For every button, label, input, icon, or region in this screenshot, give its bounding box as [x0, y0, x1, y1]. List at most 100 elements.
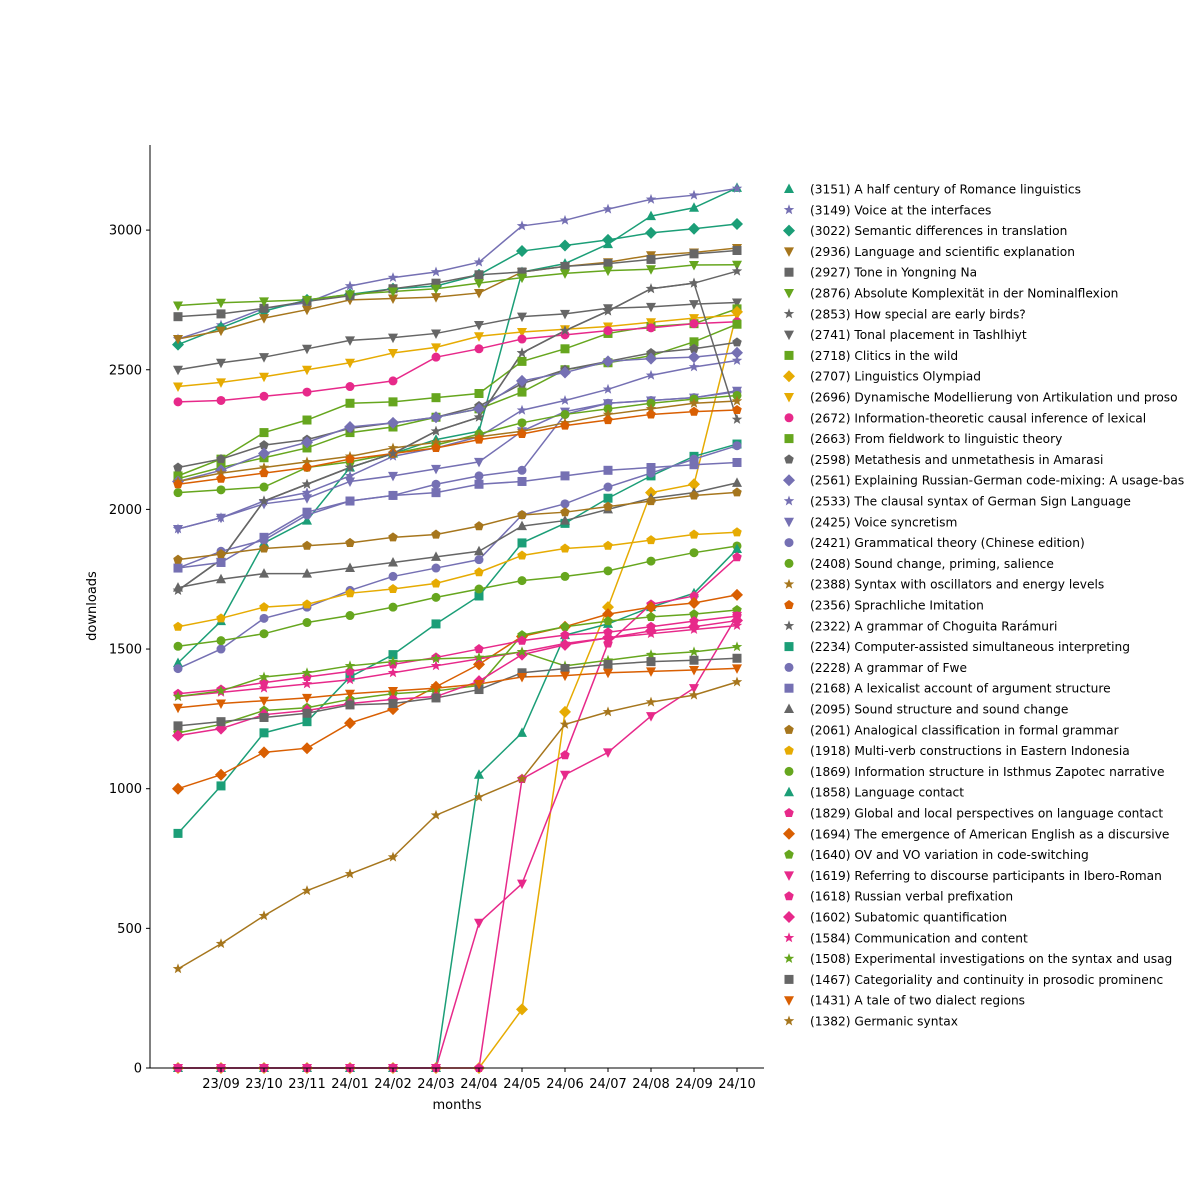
data-point-analogical-classification-in-formal-gram-1 [216, 549, 226, 559]
x-tick-label: 24/04 [460, 1077, 497, 1092]
data-point-tonal-placement-in-tashlhiyt-4 [345, 336, 355, 346]
data-point-sound-structure-and-sound-change-13 [732, 477, 742, 487]
data-point-absolute-komplexit-t-in-der-nominalflexi-4 [345, 290, 355, 300]
data-point-a-grammar-of-choguita-rar-muri-9 [559, 325, 571, 336]
data-point-computer-assisted-simultaneous-interpret-6 [431, 619, 441, 629]
data-point-the-clausal-syntax-of-german-sign-langua-11 [645, 369, 657, 380]
legend-item: (1508) Experimental investigations on th… [783, 952, 1172, 966]
data-point-sprachliche-imitation-10 [603, 415, 613, 425]
legend-marker [784, 871, 794, 881]
data-point-ov-and-vo-variation-in-code-switching-10 [603, 616, 613, 626]
data-point-syntax-with-oscillators-and-energy-level-5 [387, 442, 399, 453]
data-point-a-grammar-of-fwe-9 [560, 499, 570, 509]
data-point-analogical-classification-in-formal-gram-5 [388, 532, 398, 542]
legend-item: (1619) Referring to discourse participan… [784, 869, 1162, 883]
legend-item: (2672) Information-theoretic causal infe… [784, 411, 1146, 425]
data-point-sound-change-priming-salience-11 [646, 398, 656, 408]
data-point-categoriality-and-continuity-in-prosodic-1 [216, 717, 226, 727]
data-point-analogical-classification-in-formal-gram-4 [345, 537, 355, 547]
data-point-syntax-with-oscillators-and-energy-level-13 [731, 395, 743, 406]
data-point-the-emergence-of-american-english-as-a-d-13 [731, 588, 743, 601]
data-point-syntax-with-oscillators-and-energy-level-11 [645, 403, 657, 414]
series-line-language-and-scientific-explanation [177, 247, 738, 340]
data-point-sound-change-priming-salience-9 [560, 409, 570, 419]
data-point-a-lexicalist-account-of-argument-structu-6 [431, 488, 441, 498]
legend-marker [783, 308, 795, 319]
data-point-tonal-placement-in-tashlhiyt-7 [474, 321, 484, 331]
series-line-absolute-komplexit-t-in-der-nominalflexi [177, 263, 738, 307]
data-point-absolute-komplexit-t-in-der-nominalflexi-0 [173, 301, 183, 312]
data-point-computer-assisted-simultaneous-interpret-7 [474, 591, 484, 601]
data-point-tone-in-yongning-na-1 [216, 309, 226, 319]
data-point-sound-change-priming-salience-2 [259, 482, 269, 492]
data-point-metathesis-and-unmetathesis-in-amarasi-1 [216, 454, 226, 464]
data-point-a-lexicalist-account-of-argument-structu-13 [732, 457, 742, 467]
data-point-a-lexicalist-account-of-argument-structu-0 [173, 563, 183, 573]
data-point-information-theoretic-causal-inference-o-5 [388, 376, 398, 386]
legend-marker [784, 683, 794, 693]
legend-label: (2095) Sound structure and sound change [810, 703, 1068, 717]
data-point-grammatical-theory-chinese-edition-8 [517, 465, 527, 475]
legend-marker [784, 393, 794, 403]
legend-label: (2061) Analogical classification in form… [810, 723, 1120, 737]
data-point-the-emergence-of-american-english-as-a-d-10 [602, 608, 614, 621]
data-point-dynamische-modellierung-von-artikulation-6 [431, 343, 441, 353]
series-line-the-clausal-syntax-of-german-sign-langua [177, 359, 738, 530]
data-point-sprachliche-imitation-12 [689, 406, 699, 416]
data-point-referring-to-discourse-participants-in-i-8 [517, 879, 527, 890]
data-point-voice-at-the-interfaces-8 [516, 220, 528, 231]
data-point-analogical-classification-in-formal-gram-7 [474, 521, 484, 531]
data-point-sprachliche-imitation-13 [732, 404, 742, 415]
series-line-categoriality-and-continuity-in-prosodic [177, 657, 738, 727]
data-point-clitics-in-the-wild-6 [431, 393, 441, 403]
series-line-grammatical-theory-chinese-edition [177, 391, 738, 569]
data-point-multi-verb-constructions-in-eastern-indo-13 [732, 527, 742, 537]
data-point-multi-verb-constructions-in-eastern-indo-8 [517, 550, 527, 560]
legend-item: (1431) A tale of two dialect regions [784, 994, 1025, 1008]
data-point-voice-at-the-interfaces-7 [473, 256, 485, 267]
legend-label: (2322) A grammar of Choguita Rarámuri [810, 619, 1057, 633]
data-point-voice-syncretism-1 [216, 513, 226, 524]
legend-item: (2061) Analogical classification in form… [784, 723, 1120, 737]
data-point-computer-assisted-simultaneous-interpret-0 [173, 828, 183, 838]
data-point-semantic-differences-in-translation-10 [602, 233, 614, 246]
legend-item: (2234) Computer-assisted simultaneous in… [784, 640, 1130, 654]
y-axis-label: downloads [85, 571, 100, 641]
legend-marker [784, 849, 794, 859]
data-point-a-grammar-of-choguita-rar-muri-3 [301, 478, 313, 489]
data-point-analogical-classification-in-formal-gram-11 [646, 496, 656, 506]
data-point-communication-and-content-4 [344, 674, 356, 685]
data-point-sprachliche-imitation-9 [560, 420, 570, 430]
data-point-germanic-syntax-5 [387, 851, 399, 862]
legend-label: (1829) Global and local perspectives on … [810, 807, 1163, 821]
legend-marker [784, 289, 794, 299]
legend-label: (2228) A grammar of Fwe [810, 661, 967, 675]
data-point-sound-structure-and-sound-change-9 [560, 515, 570, 525]
legend-item: (1467) Categoriality and continuity in p… [784, 973, 1163, 987]
data-point-dynamische-modellierung-von-artikulation-4 [345, 358, 355, 369]
data-point-semantic-differences-in-translation-8 [516, 245, 528, 258]
data-point-multi-verb-constructions-in-eastern-indo-4 [345, 588, 355, 598]
legend-label: (2672) Information-theoretic causal infe… [810, 411, 1146, 425]
legend-label: (2533) The clausal syntax of German Sign… [810, 495, 1131, 509]
data-point-a-grammar-of-choguita-rar-muri-10 [602, 305, 614, 316]
data-point-syntax-with-oscillators-and-energy-level-2 [258, 462, 270, 472]
series-line-experimental-investigations-on-the-synta [177, 646, 738, 698]
data-point-germanic-syntax-2 [258, 910, 270, 921]
legend-marker [784, 413, 794, 423]
data-point-a-lexicalist-account-of-argument-structu-1 [216, 557, 226, 567]
legend-marker [784, 808, 794, 818]
data-point-germanic-syntax-11 [645, 696, 657, 707]
data-point-computer-assisted-simultaneous-interpret-5 [388, 650, 398, 660]
data-point-clitics-in-the-wild-2 [259, 428, 269, 438]
series-line-a-grammar-of-fwe [177, 445, 738, 670]
data-point-the-clausal-syntax-of-german-sign-langua-3 [301, 487, 313, 498]
data-point-germanic-syntax-10 [602, 706, 614, 717]
legend-label: (2927) Tone in Yongning Na [810, 266, 977, 280]
data-point-voice-syncretism-6 [431, 464, 441, 475]
legend-marker [783, 474, 795, 487]
data-point-clitics-in-the-wild-3 [302, 415, 312, 425]
y-tick-label: 1000 [109, 782, 142, 797]
legend-label: (2741) Tonal placement in Tashlhiyt [810, 328, 1027, 342]
series-line-sound-structure-and-sound-change [177, 482, 738, 589]
